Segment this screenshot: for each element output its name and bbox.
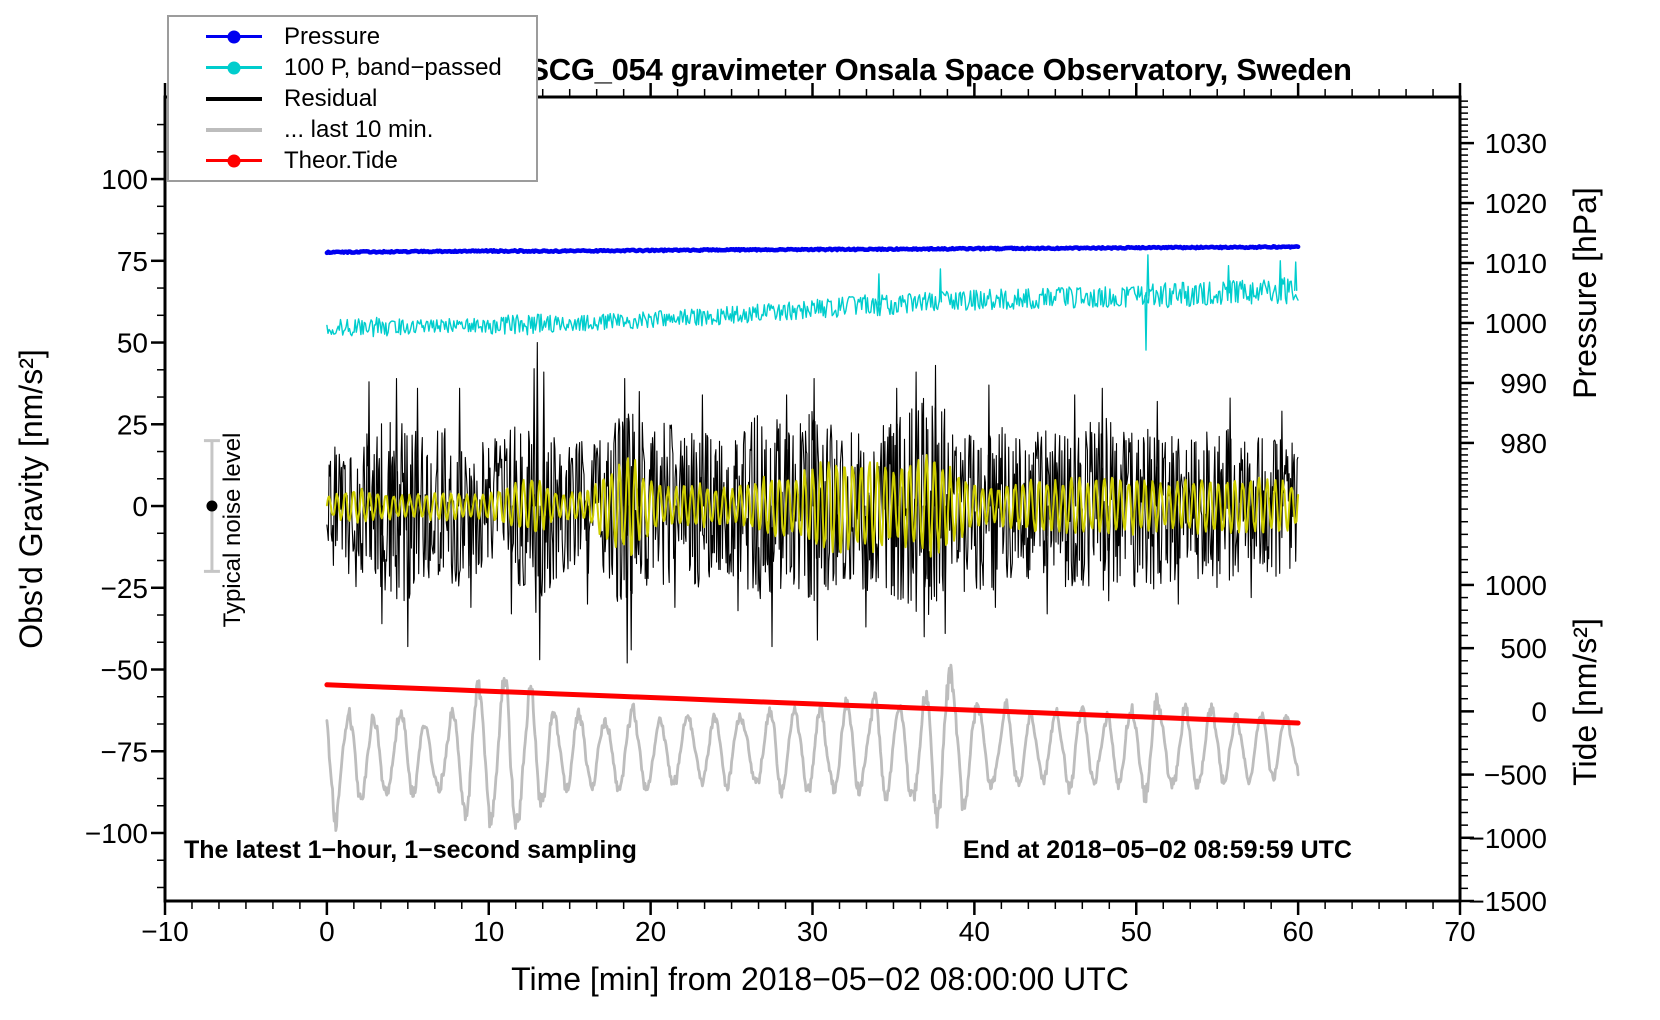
series--last-10-min- <box>325 663 1300 832</box>
gravity-tick-label: 0 <box>132 491 148 522</box>
gravity-tick-label: −50 <box>101 655 149 686</box>
series-theor-tide <box>324 682 1301 726</box>
chart-title: SCG_054 gravimeter Onsala Space Observat… <box>528 52 1351 87</box>
legend-item-3: ... last 10 min. <box>169 115 536 144</box>
x-tick-label: 0 <box>319 916 335 947</box>
legend-line-sample <box>206 61 262 74</box>
pressure-tick-label: 1020 <box>1485 188 1547 219</box>
legend-item-label: Theor.Tide <box>284 146 398 174</box>
x-axis-title: Time [min] from 2018−05−02 08:00:00 UTC <box>511 961 1129 997</box>
noise-level-label: Typical noise level <box>219 433 246 628</box>
noise-level-marker <box>203 439 220 573</box>
gravity-tick-label: 25 <box>117 409 148 440</box>
legend-line-sample <box>206 30 262 43</box>
sampling-note: The latest 1−hour, 1−second sampling <box>184 836 637 864</box>
legend-line-sample <box>206 154 262 167</box>
legend-line-sample <box>206 127 262 132</box>
noise-bar-dot <box>206 500 218 512</box>
legend-item-label: Residual <box>284 84 378 112</box>
pressure-tick-label: 980 <box>1500 428 1547 459</box>
x-tick-label: 30 <box>797 916 828 947</box>
legend-item-label: 100 P, band−passed <box>284 53 502 81</box>
tide-tick-label: −1500 <box>1468 886 1547 917</box>
pressure-tick-label: 1030 <box>1485 128 1547 159</box>
y-axis-title-tide: Tide [nm/s²] <box>1567 618 1603 786</box>
gravity-tick-label: 75 <box>117 246 148 277</box>
tide-tick-label: 0 <box>1531 696 1547 727</box>
gravity-tick-label: −25 <box>101 573 149 604</box>
tide-tick-label: −500 <box>1484 760 1547 791</box>
legend-item-1: 100 P, band−passed <box>169 53 536 82</box>
series-band-passed-residual-yellow- <box>325 454 1300 558</box>
legend-item-label: ... last 10 min. <box>284 115 434 143</box>
legend-item-0: Pressure <box>169 22 536 51</box>
y-axis-title-pressure: Pressure [hPa] <box>1567 187 1603 399</box>
x-tick-label: 50 <box>1121 916 1152 947</box>
legend-item-label: Pressure <box>284 22 381 50</box>
x-tick-label: 40 <box>959 916 990 947</box>
legend-item-2: Residual <box>169 84 536 113</box>
x-tick-label: 20 <box>635 916 666 947</box>
legend-marker-dot <box>227 154 241 167</box>
gravity-tick-label: 100 <box>101 164 148 195</box>
y-axis-title-gravity: Obs'd Gravity [nm/s²] <box>13 349 49 649</box>
plot-frame <box>163 95 1462 903</box>
legend-line-sample <box>206 96 262 101</box>
x-tick-label: 70 <box>1444 916 1475 947</box>
end-time-note: End at 2018−05−02 08:59:59 UTC <box>963 836 1352 864</box>
pressure-tick-label: 1000 <box>1485 308 1547 339</box>
legend: Pressure 100 P, band−passed Residual ... la… <box>167 15 538 182</box>
legend-marker-dot <box>227 61 241 74</box>
gravity-tick-label: −100 <box>85 818 148 849</box>
tide-tick-label: 500 <box>1500 633 1547 664</box>
x-tick-label: 10 <box>473 916 504 947</box>
series-100-p-band-passed <box>326 277 1299 338</box>
x-tick-label: −10 <box>141 916 189 947</box>
series-layer <box>324 244 1301 832</box>
tide-tick-label: −1000 <box>1468 823 1547 854</box>
pressure-tick-label: 1010 <box>1485 248 1547 279</box>
series-pressure <box>324 244 1301 256</box>
pressure-tick-label: 990 <box>1500 368 1547 399</box>
gravity-tick-label: −75 <box>101 736 149 767</box>
legend-item-4: Theor.Tide <box>169 146 536 175</box>
series-100-p-band-passed-spikes <box>877 254 1298 351</box>
x-tick-label: 60 <box>1283 916 1314 947</box>
gravity-tick-label: 50 <box>117 328 148 359</box>
tide-tick-label: 1000 <box>1485 570 1547 601</box>
series-residual-spikes <box>367 341 1284 664</box>
legend-marker-dot <box>227 30 241 43</box>
